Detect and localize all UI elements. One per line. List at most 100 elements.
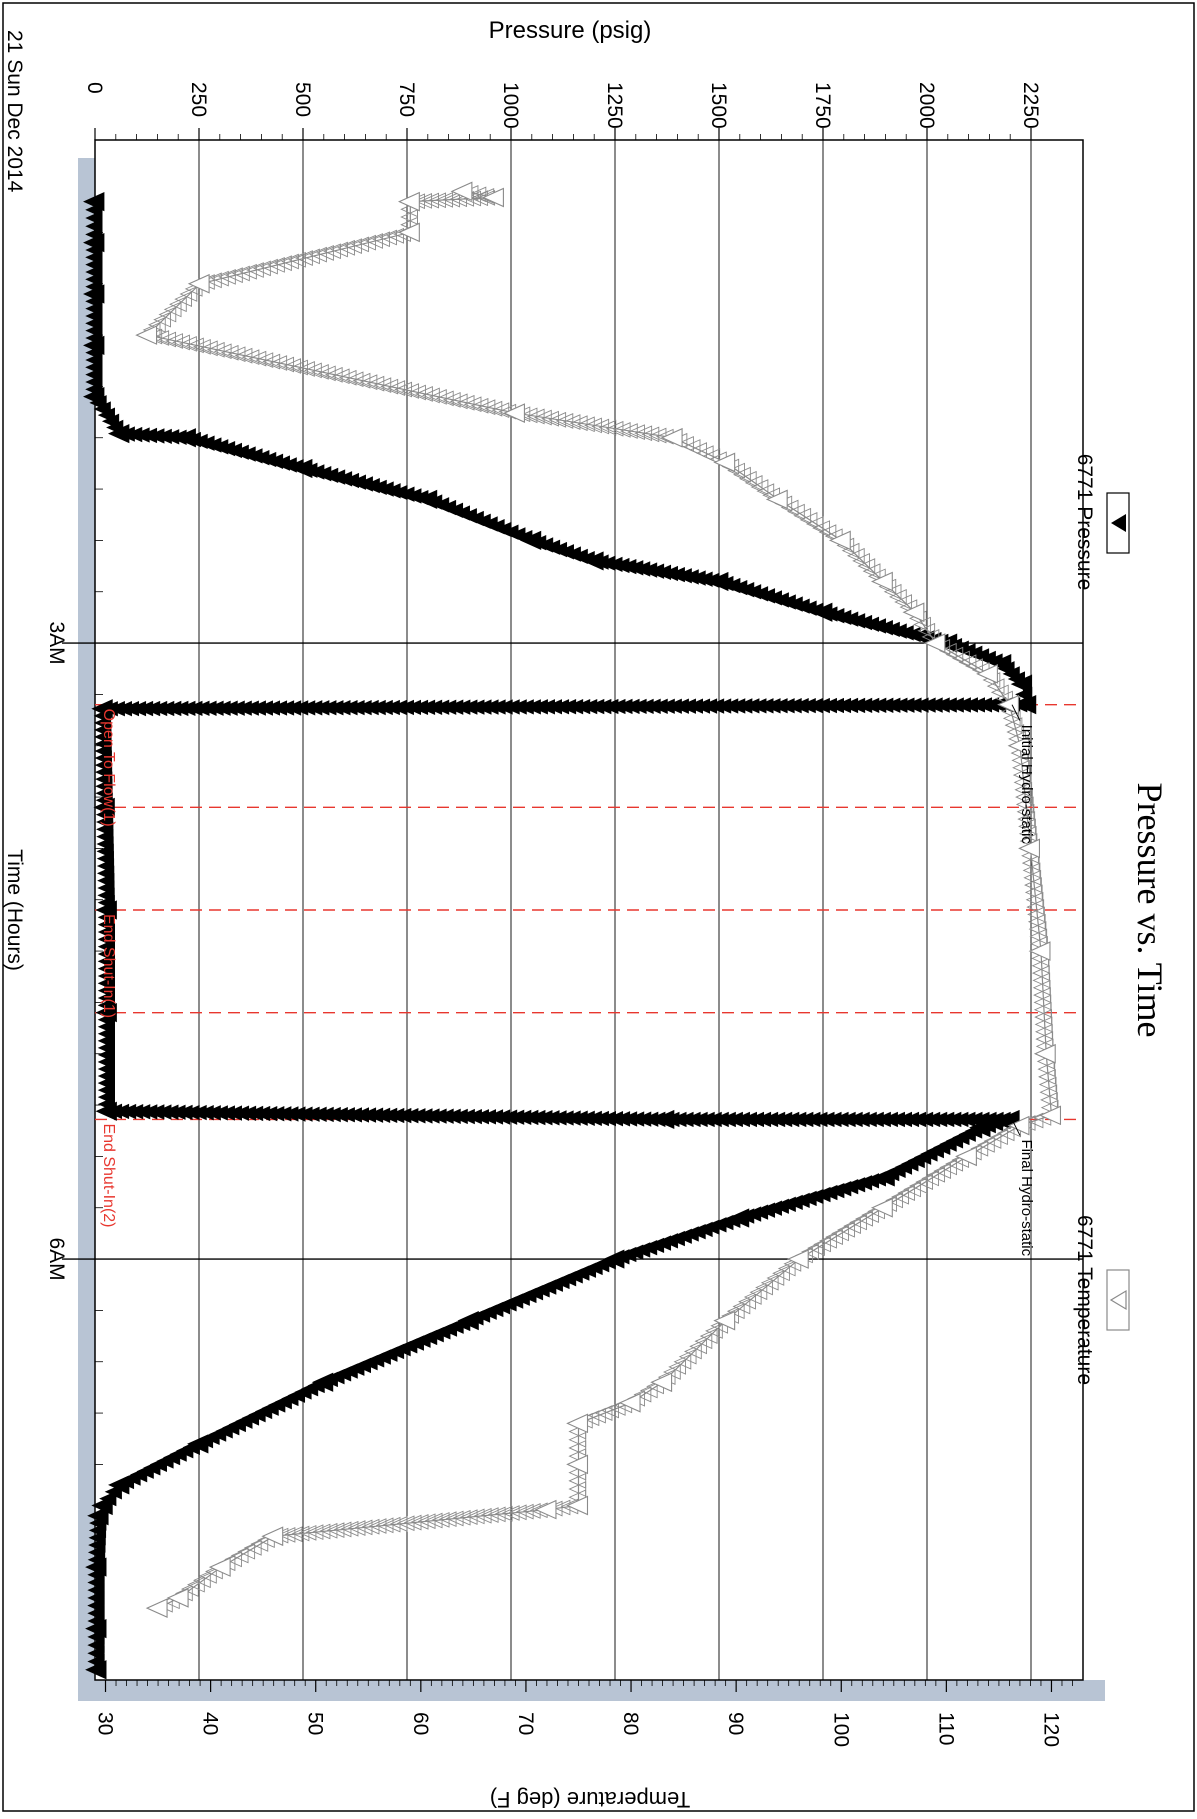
temperature-interp-marker	[179, 336, 197, 352]
pressure-data-point	[83, 387, 105, 407]
temperature-interp-marker	[519, 407, 538, 424]
temperature-interp-marker	[347, 1520, 366, 1536]
temperature-interp-marker	[304, 362, 322, 379]
temperature-data-point	[786, 1249, 809, 1269]
pressure-data-point	[291, 458, 313, 479]
pressure-data-point	[95, 1101, 117, 1121]
temperature-interp-marker	[442, 391, 461, 408]
temperature-interp-marker	[401, 383, 419, 399]
temperature-interp-marker	[428, 389, 447, 405]
temperature-data-point	[261, 1526, 284, 1547]
temperature-data-point	[713, 1310, 736, 1331]
temperature-interp-marker	[639, 1382, 658, 1399]
temperature-data-point	[997, 694, 1019, 715]
temperature-interp-marker	[915, 1174, 933, 1190]
temperature-interp-marker	[389, 1516, 408, 1532]
temperature-data-point	[923, 633, 946, 653]
temperature-data-point	[166, 1588, 189, 1608]
pressure-data-point	[83, 233, 105, 253]
temperature-interp-marker	[619, 423, 638, 439]
temperature-interp-marker	[230, 1547, 249, 1564]
temperature-interp-marker	[449, 393, 468, 410]
temperature-interp-marker	[738, 470, 757, 487]
temperature-interp-marker	[147, 316, 166, 333]
temperature-interp-marker	[909, 1177, 927, 1194]
temperature-tick-label: 120	[1039, 1712, 1062, 1747]
temperature-interp-marker	[705, 1323, 723, 1339]
temperature-interp-marker	[470, 397, 489, 414]
temperature-interp-marker	[255, 352, 274, 368]
pressure-data-point	[83, 191, 105, 212]
temperature-interp-marker	[933, 1163, 952, 1179]
temperature-interp-marker	[365, 233, 383, 249]
temperature-interp-marker	[345, 371, 364, 388]
temperature-data-point	[503, 403, 525, 423]
temperature-interp-marker	[269, 355, 288, 371]
temperature-data-point	[955, 1146, 977, 1167]
temperature-interp-marker	[366, 375, 385, 392]
temperature-interp-marker	[452, 1509, 471, 1526]
temperature-interp-marker	[241, 349, 260, 366]
temperature-interp-marker	[290, 359, 308, 376]
temperature-interp-marker	[225, 267, 243, 284]
temperature-interp-marker	[180, 1581, 199, 1597]
temperature-interp-marker	[772, 1265, 790, 1282]
temperature-interp-marker	[766, 1270, 785, 1286]
temperature-interp-marker	[976, 1136, 995, 1153]
temperature-data-point	[1033, 1043, 1056, 1064]
temperature-interp-marker	[562, 414, 581, 430]
temperature-interp-marker	[232, 265, 250, 282]
temperature-tick-label: 110	[934, 1712, 957, 1745]
chart-title: Pressure vs. Time	[1130, 782, 1170, 1037]
temperature-interp-marker	[903, 1181, 921, 1198]
temperature-interp-marker	[168, 296, 187, 313]
temperature-interp-marker	[224, 1551, 242, 1568]
temperature-interp-marker	[743, 1289, 762, 1305]
temperature-data-point	[482, 187, 504, 208]
temperature-interp-marker	[807, 1240, 825, 1256]
temperature-interp-marker	[262, 353, 281, 370]
temperature-interp-marker	[246, 262, 264, 278]
temperature-interp-marker	[756, 483, 775, 500]
temperature-interp-marker	[316, 245, 334, 261]
temperature-interp-marker	[733, 466, 751, 483]
temperature-interp-marker	[750, 479, 769, 495]
temperature-interp-marker	[435, 390, 454, 407]
temperature-interp-marker	[291, 1525, 310, 1542]
temperature-interp-marker	[694, 1333, 713, 1350]
temperature-interp-marker	[891, 1188, 909, 1205]
temperature-data-point	[1039, 1105, 1062, 1126]
temperature-tick-label: 70	[514, 1712, 537, 1735]
pressure-tick-label: 1750	[811, 82, 834, 129]
temperature-interp-marker	[633, 1386, 652, 1403]
temperature-interp-marker	[634, 425, 653, 442]
temperature-interp-marker	[843, 1218, 861, 1234]
temperature-interp-marker	[415, 386, 433, 402]
pressure-tick-label: 1250	[603, 82, 626, 129]
temperature-interp-marker	[990, 1129, 1008, 1146]
temperature-interp-marker	[568, 1472, 587, 1489]
pressure-data-point	[519, 530, 542, 551]
temperature-tick-label: 60	[409, 1712, 432, 1735]
temperature-tick-label: 100	[829, 1712, 852, 1747]
temperature-interp-marker	[410, 1513, 429, 1530]
temperature-interp-marker	[584, 417, 602, 434]
temperature-tick-label: 30	[94, 1712, 117, 1735]
temperature-interp-marker	[732, 1298, 751, 1315]
pressure-data-point	[83, 284, 105, 304]
temperature-interp-marker	[324, 366, 343, 383]
pressure-tick-label: 500	[291, 82, 314, 117]
temperature-interp-marker	[394, 381, 413, 398]
temperature-interp-marker	[340, 1520, 359, 1537]
temperature-interp-marker	[431, 1511, 450, 1528]
temperature-interp-marker	[424, 1512, 443, 1529]
temperature-interp-marker	[417, 1513, 436, 1530]
temperature-interp-marker	[438, 1511, 457, 1528]
temperature-interp-marker	[927, 1166, 946, 1183]
pressure-data-point	[85, 1619, 107, 1639]
legend-pressure-label: 6771 Pressure	[1073, 454, 1096, 591]
temperature-interp-marker	[277, 1527, 296, 1543]
temperature-interp-marker	[487, 1506, 506, 1523]
temperature-interp-marker	[338, 369, 357, 386]
temperature-interp-marker	[211, 270, 229, 287]
